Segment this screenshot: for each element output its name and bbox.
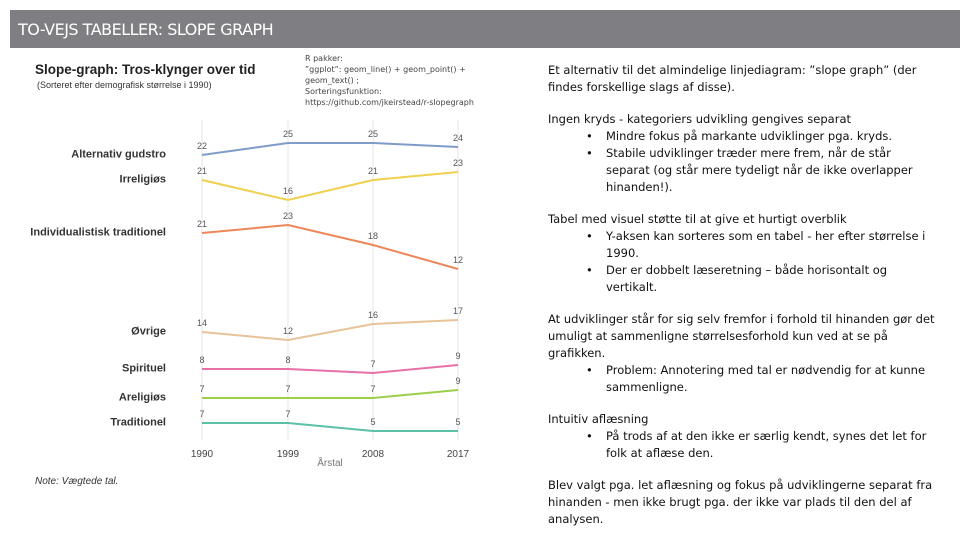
text-block: At udviklinger står for sig selv fremfor…: [548, 311, 938, 396]
series-name: Individualistisk traditionel: [30, 226, 166, 239]
code-note: R pakker: ”ggplot”: geom_line() + geom_po…: [305, 53, 474, 108]
value-label: 24: [453, 133, 463, 143]
value-label: 25: [368, 129, 378, 139]
x-tick-label: 2008: [362, 449, 385, 460]
text-block: Tabel med visuel støtte til at give et h…: [548, 211, 938, 296]
bullet-list: På trods af at den ikke er særlig kendt,…: [548, 428, 938, 462]
value-label: 5: [370, 417, 375, 427]
paragraph: Ingen kryds - kategoriers udvikling geng…: [548, 112, 852, 126]
chart: Slope-graph: Tros-klynger over tid (Sort…: [35, 62, 470, 487]
value-label: 12: [453, 255, 463, 265]
value-label: 7: [370, 359, 375, 369]
bullet-list: Mindre fokus på markante udviklinger pga…: [548, 128, 938, 196]
paragraph: Blev valgt pga. let aflæsning og fokus p…: [548, 478, 933, 526]
bullet-item: Mindre fokus på markante udviklinger pga…: [586, 128, 938, 145]
series-name: Areligiøs: [118, 391, 166, 404]
x-axis-label: Årstal: [317, 456, 343, 469]
bullet-item: Der er dobbelt læseretning – både horiso…: [586, 262, 938, 296]
x-tick-label: 1990: [191, 449, 214, 460]
text-block: Intuitiv aflæsning På trods af at den ikk…: [548, 411, 938, 462]
value-label: 22: [197, 141, 207, 151]
bullet-item: Y-aksen kan sorteres som en tabel - her …: [586, 228, 938, 262]
paragraph: At udviklinger står for sig selv fremfor…: [548, 312, 935, 360]
value-label: 21: [368, 166, 378, 176]
series-name: Traditionel: [110, 416, 166, 429]
bullet-item: På trods af at den ikke er særlig kendt,…: [586, 428, 938, 462]
code-line: ”ggplot”: geom_line() + geom_point() +: [305, 65, 466, 74]
series-name: Øvrige: [131, 325, 166, 338]
value-label: 7: [199, 384, 204, 394]
bullet-list: Problem: Annotering med tal er nødvendig…: [548, 362, 938, 396]
code-line: https://github.com/jkeirstead/r-slopegra…: [305, 98, 474, 107]
chart-subtitle: (Sorteret efter demografisk størrelse i …: [37, 80, 212, 90]
x-tick-label: 2017: [447, 449, 470, 460]
value-label: 7: [285, 384, 290, 394]
text-block: Et alternativ til det almindelige linjed…: [548, 62, 938, 96]
bullet-item: Stabile udviklinger træder mere frem, nå…: [586, 145, 938, 196]
code-line: R pakker:: [305, 54, 343, 63]
paragraph: Tabel med visuel støtte til at give et h…: [548, 212, 847, 226]
series-name: Irreligiøs: [119, 173, 166, 186]
value-label: 7: [370, 384, 375, 394]
series-line: [202, 389, 459, 399]
slide-text: Et alternativ til det almindelige linjed…: [548, 62, 938, 543]
series-line: [201, 171, 459, 202]
x-tick-label: 1999: [277, 449, 300, 460]
value-label: 23: [283, 211, 293, 221]
chart-title: Slope-graph: Tros-klynger over tid: [35, 62, 256, 77]
value-label: 21: [197, 166, 207, 176]
value-label: 9: [455, 351, 460, 361]
value-label: 8: [199, 355, 204, 365]
value-label: 16: [283, 186, 293, 196]
series-line: [201, 142, 459, 156]
value-label: 18: [368, 231, 378, 241]
value-label: 14: [197, 318, 207, 328]
code-line: geom_text() ;: [305, 76, 359, 85]
series-line: [202, 364, 459, 375]
series-line: [201, 319, 459, 342]
value-label: 17: [453, 306, 463, 316]
series-name: Alternativ gudstro: [71, 148, 166, 161]
value-label: 21: [197, 219, 207, 229]
value-label: 5: [455, 417, 460, 427]
series-line: [201, 223, 459, 270]
paragraph: Et alternativ til det almindelige linjed…: [548, 63, 917, 94]
bullet-list: Y-aksen kan sorteres som en tabel - her …: [548, 228, 938, 296]
text-block: Ingen kryds - kategoriers udvikling geng…: [548, 111, 938, 196]
value-label: 8: [285, 355, 290, 365]
value-label: 7: [285, 409, 290, 419]
paragraph: Intuitiv aflæsning: [548, 412, 649, 426]
bullet-item: Problem: Annotering med tal er nødvendig…: [586, 362, 938, 396]
series-name: Spirituel: [121, 362, 166, 375]
code-line: Sorteringsfunktion:: [305, 87, 382, 96]
value-label: 7: [199, 409, 204, 419]
value-label: 16: [368, 310, 378, 320]
value-label: 25: [283, 129, 293, 139]
slide-title: TO-VEJS TABELLER: SLOPE GRAPH: [10, 10, 960, 48]
value-label: 9: [455, 376, 460, 386]
value-label: 23: [453, 158, 463, 168]
chart-note: Note: Vægtede tal.: [35, 476, 118, 487]
text-block: Blev valgt pga. let aflæsning og fokus p…: [548, 477, 938, 528]
value-label: 12: [283, 326, 293, 336]
series-line: [202, 422, 458, 432]
